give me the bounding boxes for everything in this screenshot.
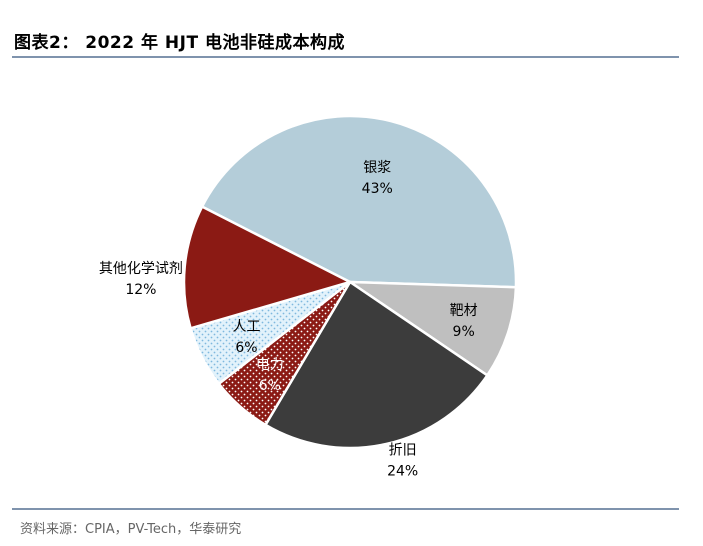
chart-title: 图表2： 2022 年 HJT 电池非硅成本构成 xyxy=(14,33,345,53)
slice-2-24 xyxy=(263,280,490,450)
slice-0-43 xyxy=(200,114,518,289)
source-divider xyxy=(12,508,679,510)
slice-label: 银浆 xyxy=(363,160,391,176)
slice-label: 其他化学试剂 xyxy=(99,261,183,277)
slice-1-9 xyxy=(345,280,518,378)
slice-value-label: 24% xyxy=(387,464,418,480)
slice-value-label: 6% xyxy=(235,340,257,356)
slice-label: 靶材 xyxy=(450,303,478,319)
pie-slices xyxy=(182,114,518,450)
slice-value-label: 6% xyxy=(259,378,281,394)
slice-label: 折旧 xyxy=(389,443,417,459)
slice-value-label: 12% xyxy=(125,282,156,298)
slice-5-12 xyxy=(182,204,354,330)
slice-value-label: 43% xyxy=(362,181,393,197)
source-note: 资料来源：CPIA，PV-Tech，华泰研究 xyxy=(20,522,242,537)
slice-label: 电力 xyxy=(256,357,284,373)
title-divider xyxy=(12,56,679,58)
slice-value-label: 9% xyxy=(453,324,475,340)
slice-label: 人工 xyxy=(232,319,260,335)
